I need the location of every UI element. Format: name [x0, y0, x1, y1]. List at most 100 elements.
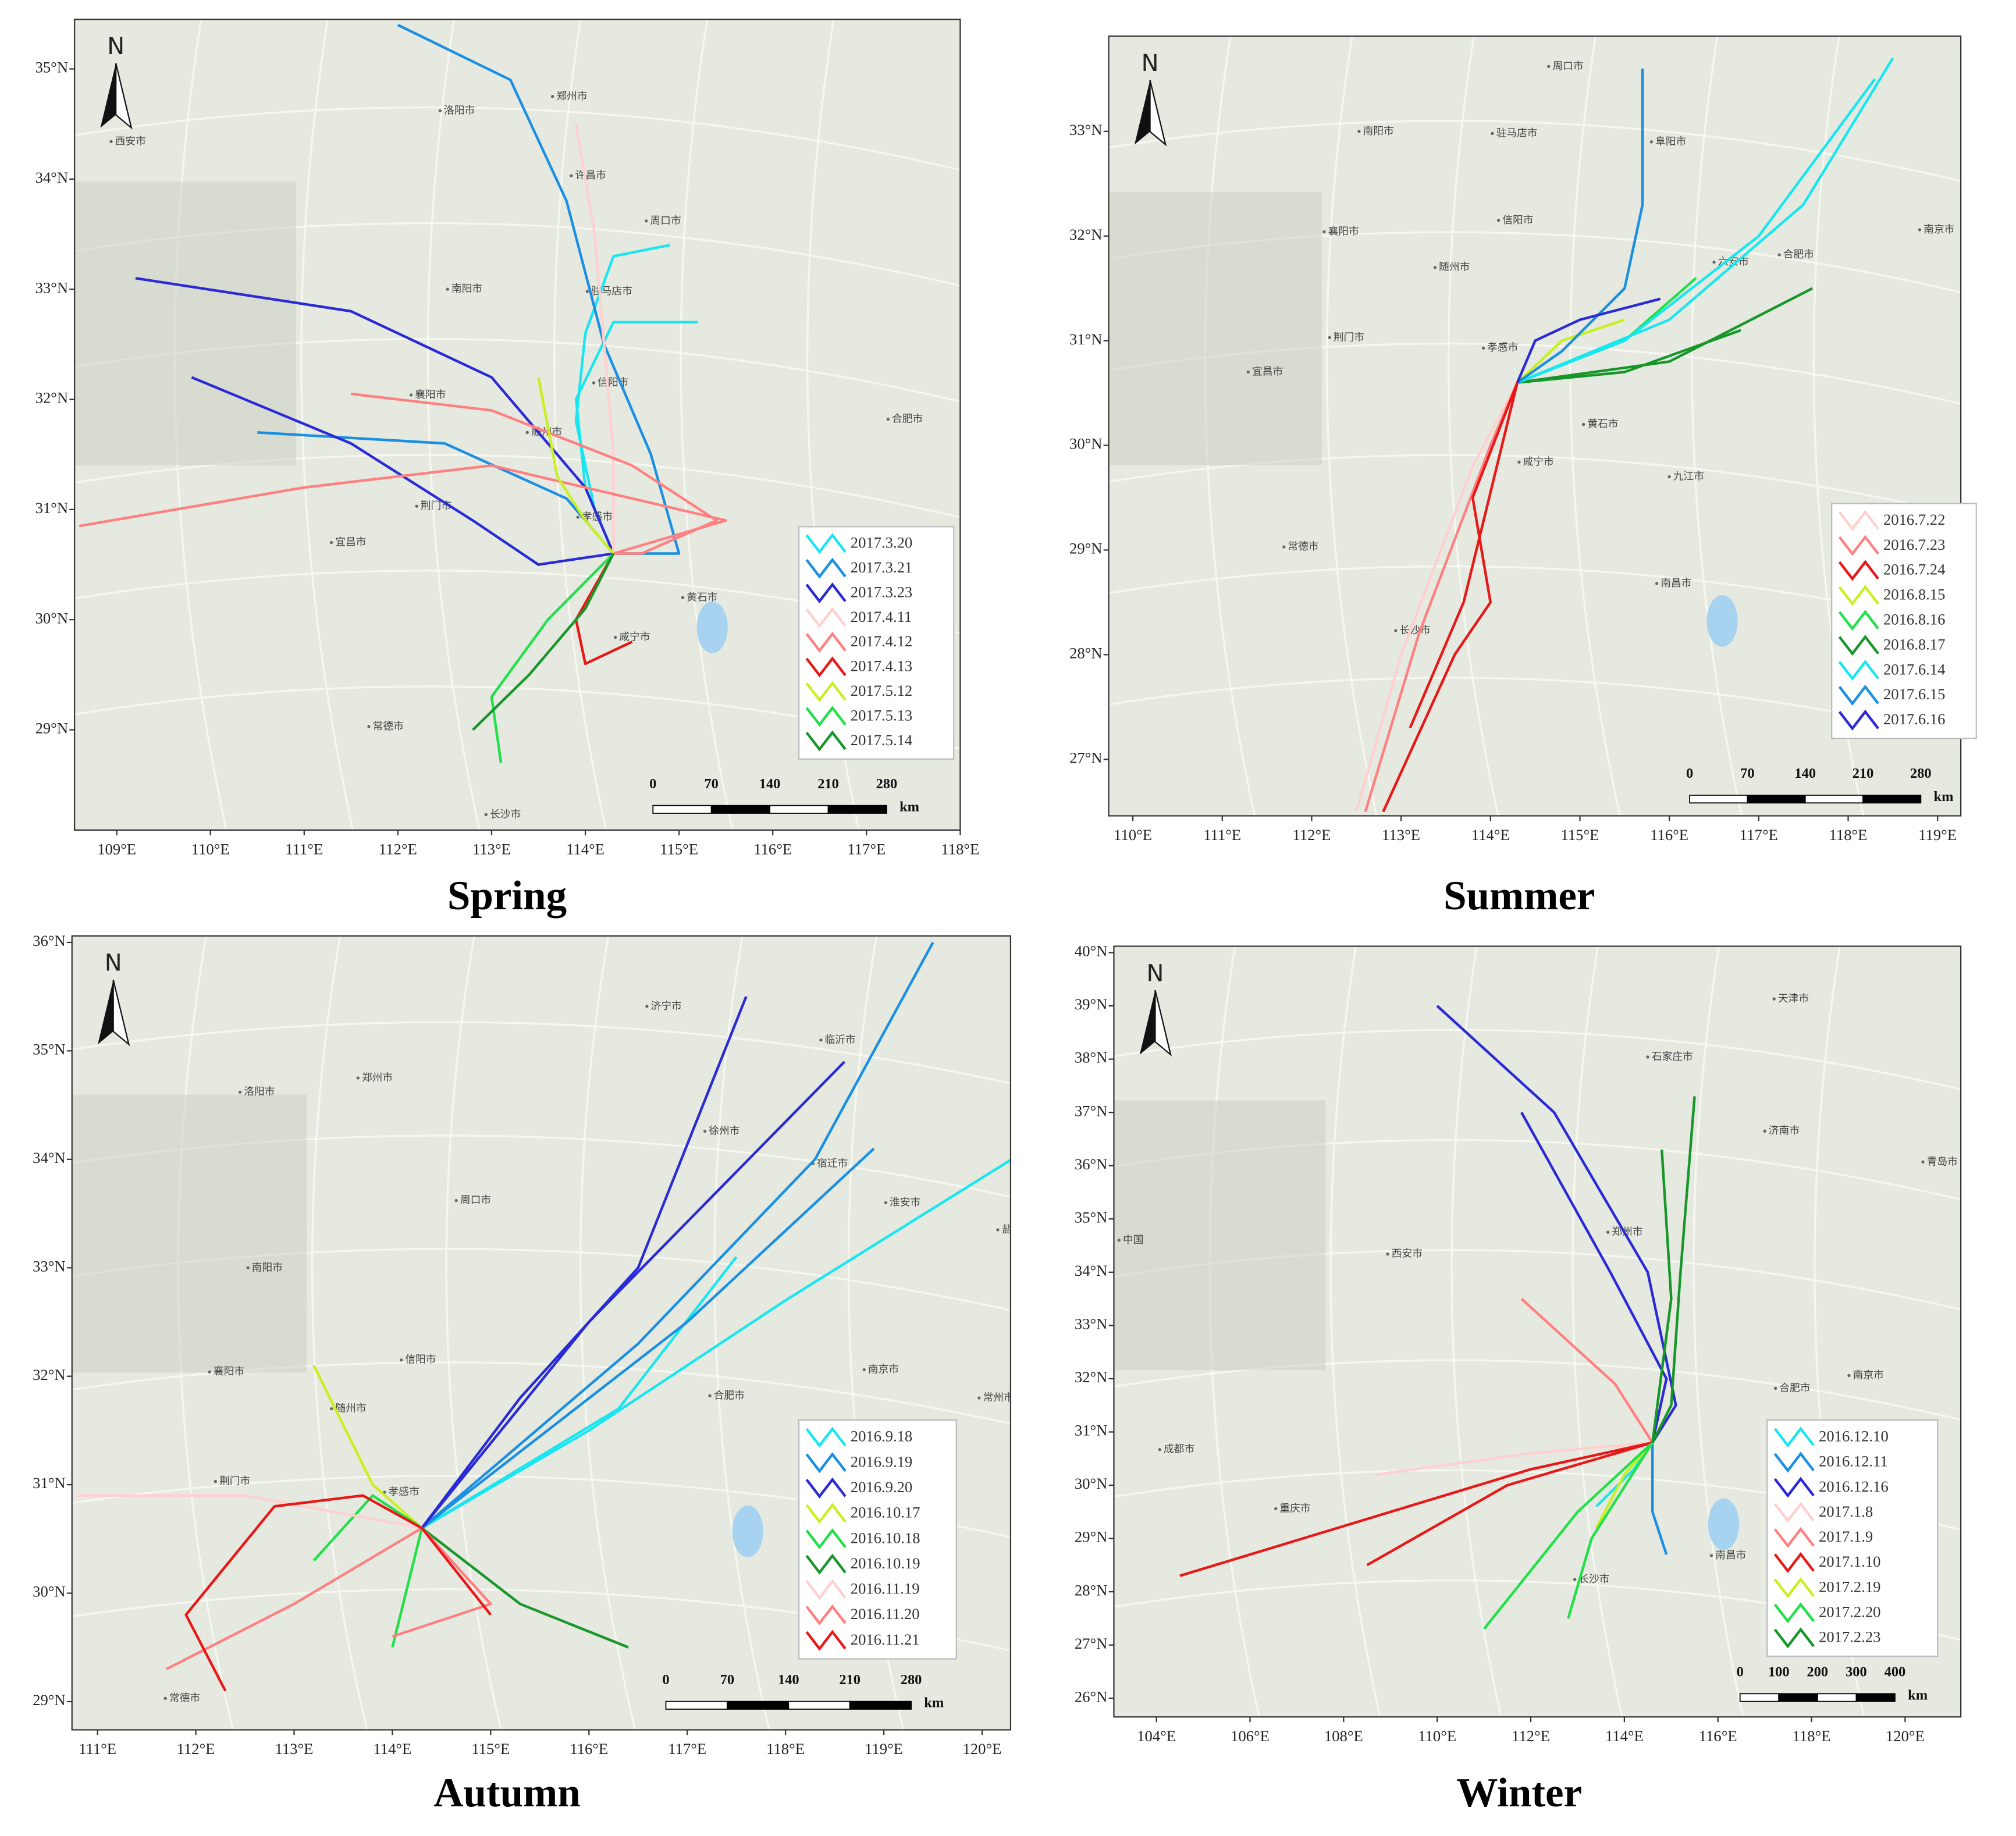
legend-label: 2017.4.13: [851, 657, 912, 675]
city-label: 合肥市: [1783, 248, 1814, 261]
road: [72, 1361, 1011, 1425]
y-tick-label: 33°N: [1075, 1315, 1107, 1332]
trajectory: [391, 1528, 424, 1648]
y-tick-label: 33°N: [35, 279, 68, 296]
trajectory: [421, 1527, 629, 1649]
legend-swatch: [805, 1477, 847, 1499]
city-label: 南昌市: [1715, 1549, 1746, 1561]
y-tick-label: 28°N: [1075, 1581, 1107, 1599]
trajectory: [421, 1158, 1011, 1529]
scale-unit: km: [1934, 789, 1954, 805]
city-dot: [1606, 1230, 1610, 1234]
x-tick-label: 116°E: [570, 1740, 608, 1757]
city-label: 常德市: [373, 720, 404, 732]
city-dot: [329, 540, 333, 545]
x-tick-label: 118°E: [1829, 826, 1868, 844]
city-dot: [819, 1038, 823, 1042]
city-label: 长沙市: [1400, 624, 1431, 636]
city-dot: [884, 1201, 888, 1205]
city-dot: [862, 1368, 866, 1372]
legend-label: 2017.6.14: [1883, 660, 1945, 678]
city-label: 淮安市: [890, 1196, 920, 1208]
x-tick-label: 112°E: [1293, 826, 1331, 844]
trajectory: [1516, 297, 1661, 383]
city-dot: [415, 504, 418, 508]
north-label: N: [1147, 960, 1164, 987]
city-dot: [214, 1479, 218, 1483]
city-label: 盐城市: [1002, 1223, 1033, 1236]
city-dot: [399, 1358, 403, 1362]
city-dot: [592, 381, 596, 385]
x-tick-label: 115°E: [471, 1740, 510, 1757]
x-tick-label: 116°E: [1650, 826, 1688, 844]
trajectory: [421, 941, 934, 1529]
relief: [1114, 1100, 1326, 1371]
city-label: 合肥市: [714, 1389, 745, 1401]
legend-swatch: [1838, 684, 1879, 706]
city-label: 长沙市: [1578, 1573, 1609, 1585]
lake: [1708, 1498, 1740, 1550]
x-tick-label: 115°E: [1561, 826, 1599, 844]
north-arrow: [98, 980, 113, 1045]
y-tick-label: 40°N: [1075, 942, 1107, 960]
y-tick-label: 33°N: [33, 1257, 65, 1275]
x-tick-label: 113°E: [472, 840, 511, 857]
city-label: 许昌市: [575, 169, 606, 182]
city-label: 常州市: [983, 1392, 1014, 1404]
city-dot: [1581, 422, 1585, 426]
y-tick-label: 27°N: [1069, 749, 1102, 766]
scale-label: 0: [649, 776, 656, 792]
legend-label: 2016.7.22: [1883, 511, 1945, 528]
trajectory: [1517, 78, 1876, 384]
x-tick-label: 114°E: [1471, 826, 1510, 844]
city-label: 信阳市: [1502, 214, 1533, 226]
city-label: 咸宁市: [1523, 456, 1554, 468]
y-tick-label: 34°N: [1075, 1262, 1107, 1279]
trajectory: [537, 377, 615, 554]
y-tick-label: 32°N: [35, 389, 68, 407]
legend-label: 2017.2.20: [1819, 1603, 1880, 1621]
scale-segment: [665, 1700, 728, 1710]
trajectory: [77, 1494, 422, 1529]
city-dot: [367, 725, 371, 728]
city-label: 孝感市: [1487, 341, 1518, 354]
scale-segment: [1689, 795, 1748, 804]
legend-label: 2016.9.18: [851, 1428, 912, 1445]
road: [311, 935, 368, 1730]
road: [445, 935, 502, 1730]
legend-label: 2017.5.14: [851, 731, 912, 749]
city-dot: [409, 393, 413, 397]
city-label: 驻马店市: [1496, 127, 1538, 139]
y-tick-label: 32°N: [1069, 226, 1102, 243]
x-tick-label: 116°E: [753, 840, 792, 857]
city-dot: [1117, 1239, 1121, 1242]
city-dot: [681, 596, 685, 599]
scale-label: 140: [778, 1672, 799, 1688]
scale-segment: [1739, 1693, 1780, 1702]
city-dot: [330, 1407, 333, 1411]
city-dot: [1328, 336, 1331, 339]
north-label: N: [105, 950, 122, 977]
city-dot: [208, 1370, 211, 1374]
map-content: 洛阳市郑州市济宁市临沂市徐州市宿迁市周口市 淮安市盐城市南阳市信阳市南京市合肥市常…: [72, 935, 1033, 1730]
city-dot: [238, 1090, 242, 1094]
legend-label: 2016.10.17: [851, 1504, 920, 1521]
city-dot: [1274, 1507, 1278, 1510]
relief: [72, 1094, 307, 1373]
y-tick-label: 31°N: [1075, 1422, 1107, 1439]
scale-unit: km: [899, 799, 919, 815]
trajectory: [135, 277, 615, 554]
city-dot: [585, 290, 589, 293]
x-tick-label: 114°E: [373, 1740, 411, 1757]
city-label: 南京市: [868, 1364, 899, 1376]
trajectory: [1516, 318, 1626, 384]
city-label: 常德市: [169, 1692, 200, 1704]
x-tick-label: 117°E: [847, 840, 886, 857]
road: [426, 19, 481, 830]
legend-label: 2016.9.20: [851, 1478, 912, 1496]
legend-label: 2017.3.21: [851, 558, 912, 576]
city-label: 信阳市: [405, 1354, 436, 1366]
y-tick-label: 29°N: [1075, 1528, 1107, 1546]
legend-label: 2016.8.17: [1883, 635, 1945, 653]
legend-swatch: [805, 730, 847, 752]
